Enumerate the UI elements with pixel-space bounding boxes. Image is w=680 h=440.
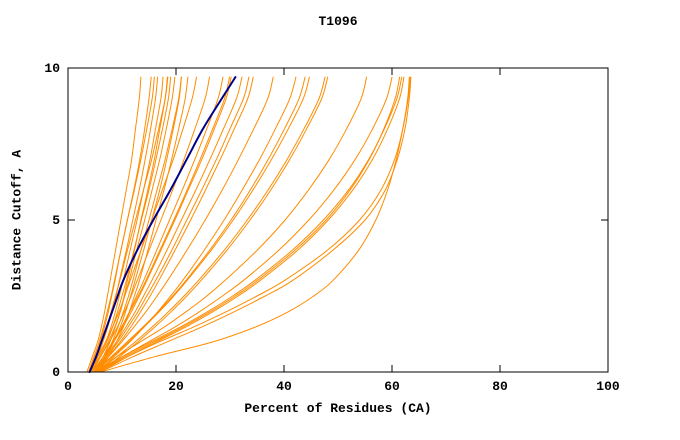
curve-model-25 (97, 76, 326, 373)
curve-model-34 (97, 76, 401, 373)
curve-model-13 (89, 76, 197, 373)
curve-model-28 (97, 76, 393, 373)
curve-model-22 (97, 76, 297, 373)
curve-model-16 (91, 76, 232, 373)
x-tick-label: 100 (596, 379, 620, 394)
y-axis-label: Distance Cutoff, A (9, 149, 25, 291)
x-tick-label: 0 (64, 379, 72, 394)
curve-model-27 (94, 76, 368, 373)
curve-model-23 (94, 76, 306, 373)
curve-model-01 (86, 76, 142, 373)
curve-model-29 (99, 76, 405, 373)
curve-highlighted-model (88, 76, 237, 373)
curve-model-11 (94, 76, 182, 373)
curve-model-26 (94, 76, 310, 373)
curve-model-06 (91, 76, 176, 373)
x-axis-label: Percent of Residues (CA) (244, 401, 432, 416)
curve-model-17 (94, 76, 243, 373)
curve-model-20 (95, 76, 250, 373)
curve-model-19 (93, 76, 230, 373)
curve-model-24 (99, 76, 329, 373)
chart-title: T1096 (318, 14, 358, 29)
curve-model-14 (91, 76, 210, 373)
curve-model-32 (99, 76, 412, 373)
x-tick-label: 40 (276, 379, 292, 394)
curve-model-18 (97, 76, 254, 373)
y-tick-label: 10 (44, 61, 60, 76)
y-tick-label: 5 (52, 213, 60, 228)
x-tick-label: 20 (168, 379, 184, 394)
y-tick-label: 0 (52, 365, 60, 380)
curve-model-03 (91, 76, 159, 373)
curve-model-33 (99, 76, 410, 373)
x-tick-label: 60 (384, 379, 400, 394)
curve-model-21 (94, 76, 274, 373)
curve-model-10 (88, 76, 155, 373)
x-tick-label: 80 (492, 379, 508, 394)
